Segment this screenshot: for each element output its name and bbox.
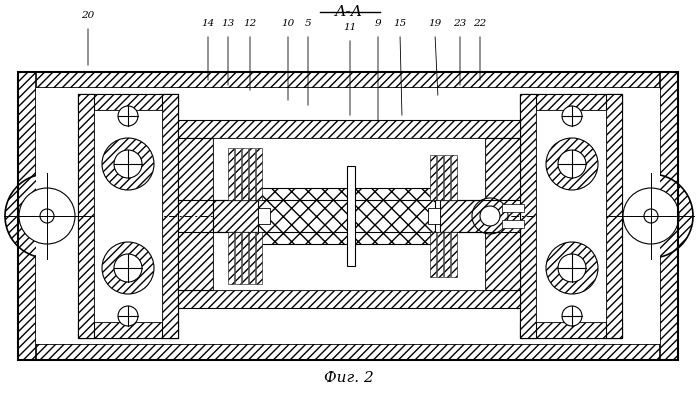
Bar (235, 148, 241, 200)
Bar (428, 208, 440, 224)
Circle shape (118, 306, 138, 326)
Text: А-А: А-А (335, 5, 363, 19)
Bar (430, 232, 436, 277)
Bar (78, 94, 94, 338)
Circle shape (546, 242, 598, 294)
Bar (249, 232, 255, 284)
Text: Фиг. 2: Фиг. 2 (324, 371, 374, 385)
Bar (520, 322, 622, 338)
Bar (520, 94, 622, 338)
Circle shape (609, 174, 693, 258)
Bar (485, 138, 520, 290)
Text: 13: 13 (221, 19, 235, 28)
Bar (240, 188, 435, 244)
Circle shape (558, 254, 586, 282)
Circle shape (480, 206, 500, 226)
Text: 22: 22 (473, 19, 487, 28)
Text: 14: 14 (202, 19, 214, 28)
Bar (502, 220, 524, 228)
Circle shape (40, 209, 54, 223)
Text: 20: 20 (82, 11, 95, 20)
Bar (606, 94, 622, 338)
Bar (256, 232, 262, 284)
Bar (437, 232, 443, 277)
Circle shape (114, 150, 142, 178)
Circle shape (472, 198, 508, 234)
Bar (536, 110, 606, 322)
Bar (162, 94, 178, 338)
Bar (249, 148, 255, 200)
Bar (347, 166, 355, 266)
Circle shape (114, 254, 142, 282)
Text: 10: 10 (281, 19, 295, 28)
Text: 12: 12 (244, 19, 257, 28)
Circle shape (623, 188, 679, 244)
Bar (178, 138, 213, 290)
Circle shape (562, 106, 582, 126)
Bar (18, 72, 36, 360)
Bar (178, 120, 520, 138)
Text: 5: 5 (305, 19, 311, 28)
Text: 19: 19 (429, 19, 442, 28)
Text: 23: 23 (454, 19, 467, 28)
Bar (430, 155, 436, 200)
Bar (94, 110, 162, 322)
Bar (242, 232, 248, 284)
Bar (18, 72, 678, 88)
Bar (78, 94, 178, 338)
Circle shape (102, 138, 154, 190)
Bar (256, 148, 262, 200)
Bar (444, 232, 450, 277)
Bar (178, 290, 520, 308)
Bar (520, 94, 536, 338)
Bar (235, 232, 241, 284)
Bar (78, 322, 178, 338)
Bar (36, 88, 660, 344)
Text: 9: 9 (375, 19, 381, 28)
Bar (242, 148, 248, 200)
Bar (18, 344, 678, 360)
Bar (258, 208, 270, 224)
Circle shape (118, 106, 138, 126)
Bar (444, 155, 450, 200)
Bar (78, 94, 178, 110)
Circle shape (546, 138, 598, 190)
Circle shape (644, 209, 658, 223)
Bar (451, 155, 457, 200)
Bar (228, 148, 234, 200)
Bar (18, 72, 678, 360)
Circle shape (102, 242, 154, 294)
Bar (440, 200, 485, 232)
Text: 11: 11 (343, 23, 357, 32)
Bar (520, 94, 622, 110)
Bar (502, 204, 524, 212)
Text: 15: 15 (394, 19, 407, 28)
Circle shape (5, 174, 89, 258)
Bar (451, 232, 457, 277)
Bar (213, 200, 258, 232)
Bar (660, 72, 678, 360)
Circle shape (562, 306, 582, 326)
Bar (437, 155, 443, 200)
Bar (228, 232, 234, 284)
Bar (213, 138, 485, 290)
Circle shape (19, 188, 75, 244)
Circle shape (558, 150, 586, 178)
